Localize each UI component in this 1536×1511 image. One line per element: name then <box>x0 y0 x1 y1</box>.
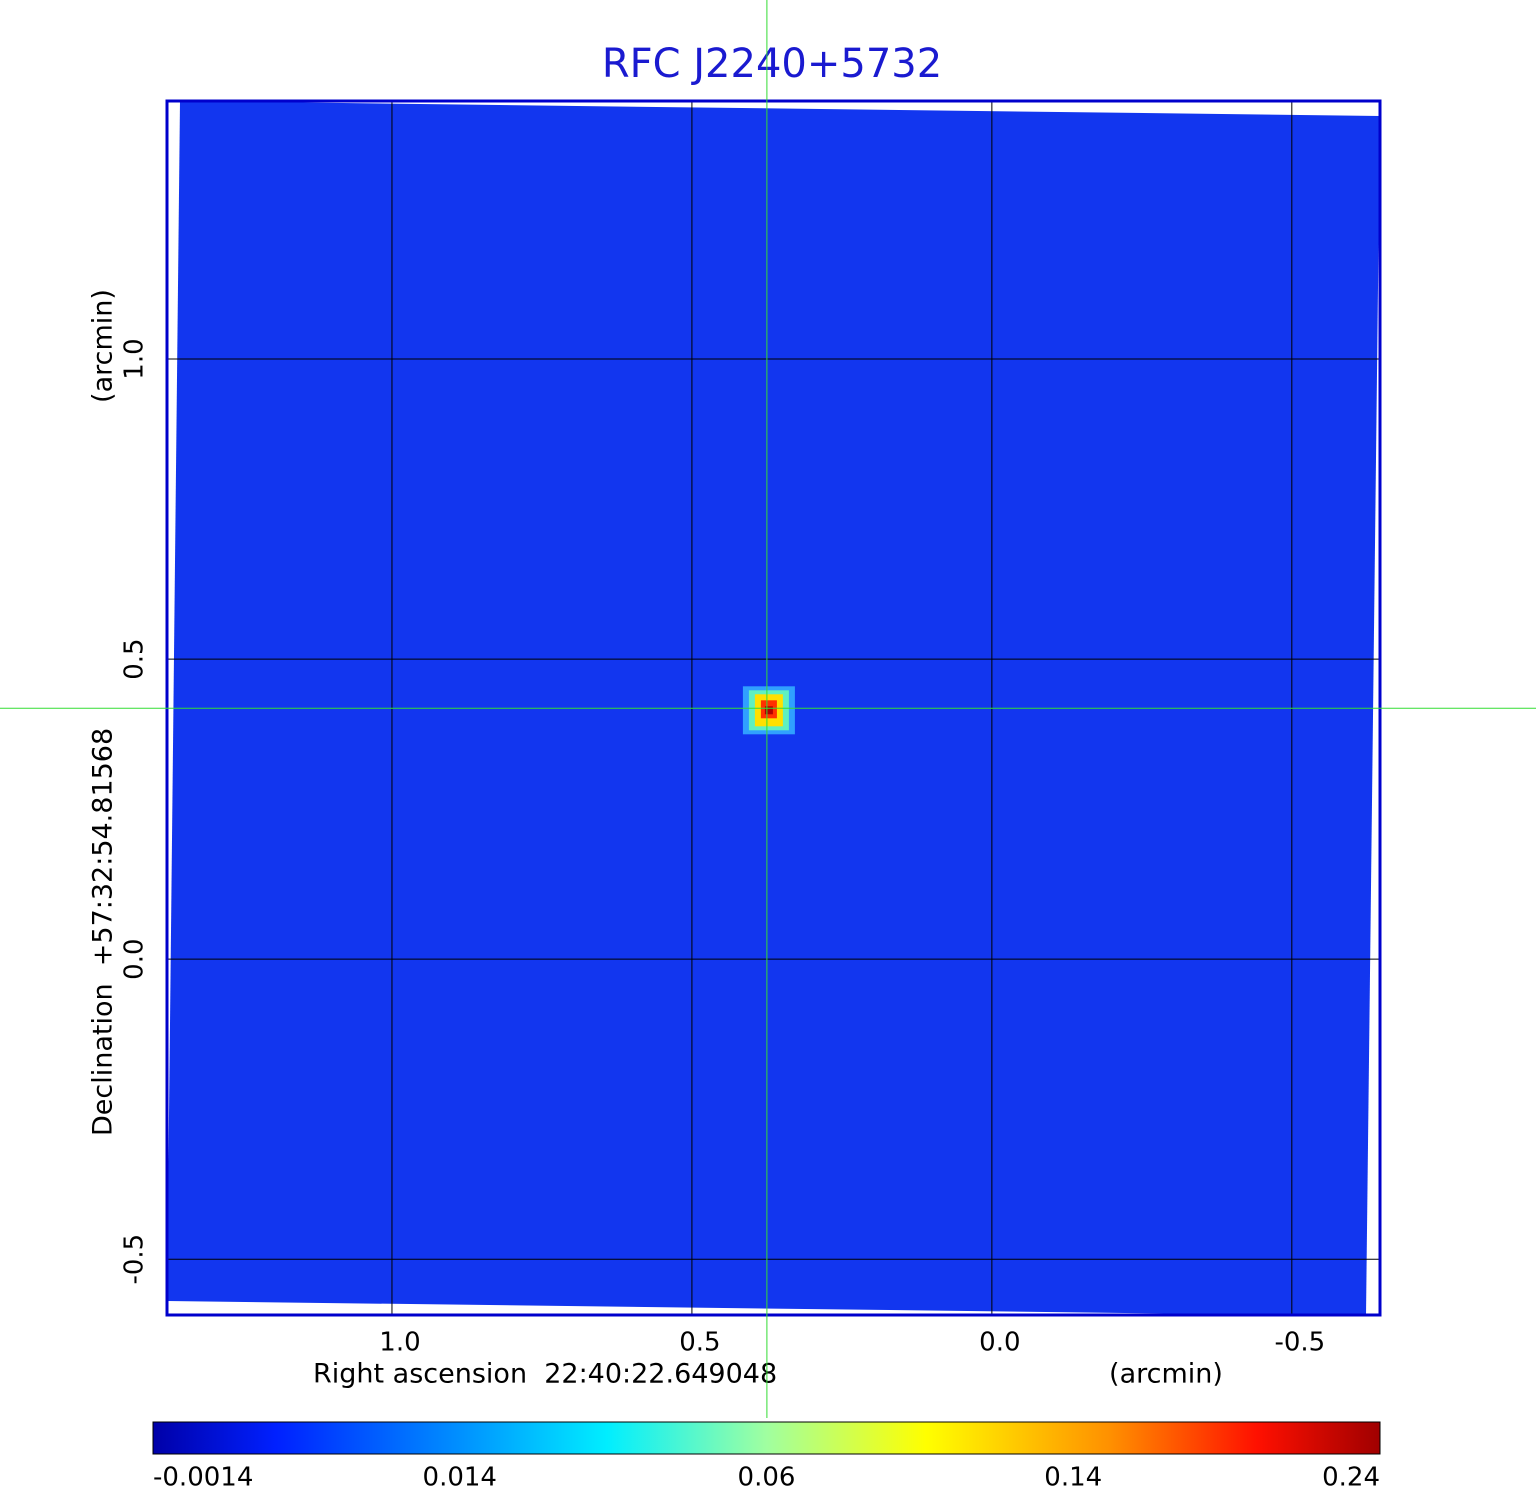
colorbar-tick-label: 0.014 <box>423 1463 497 1493</box>
x-tick-label: 1.0 <box>379 1328 420 1358</box>
y-axis-unit: (arcmin) <box>88 289 119 403</box>
x-axis-label: Right ascension 22:40:22.649048 <box>313 1359 777 1390</box>
chart-title: RFC J2240+5732 <box>602 41 942 87</box>
x-axis-unit: (arcmin) <box>1109 1359 1223 1390</box>
y-tick-label: 0.0 <box>120 938 150 979</box>
y-tick-label: -0.5 <box>120 1234 150 1285</box>
y-tick-label: 0.5 <box>120 638 150 679</box>
x-tick-label: 0.0 <box>979 1328 1020 1358</box>
colorbar-tick-label: -0.0014 <box>153 1463 253 1493</box>
x-tick-label: 0.5 <box>679 1328 720 1358</box>
y-axis-label: Declination +57:32:54.81568 <box>88 728 119 1136</box>
source <box>742 686 795 735</box>
x-tick-label: -0.5 <box>1274 1328 1325 1358</box>
colorbar-tick-label: 0.06 <box>738 1463 796 1493</box>
colorbar-tick-label: 0.14 <box>1044 1463 1102 1493</box>
y-tick-label: 1.0 <box>120 338 150 379</box>
colorbar-tick-label: 0.24 <box>1322 1463 1380 1493</box>
colorbar <box>152 1421 1381 1455</box>
